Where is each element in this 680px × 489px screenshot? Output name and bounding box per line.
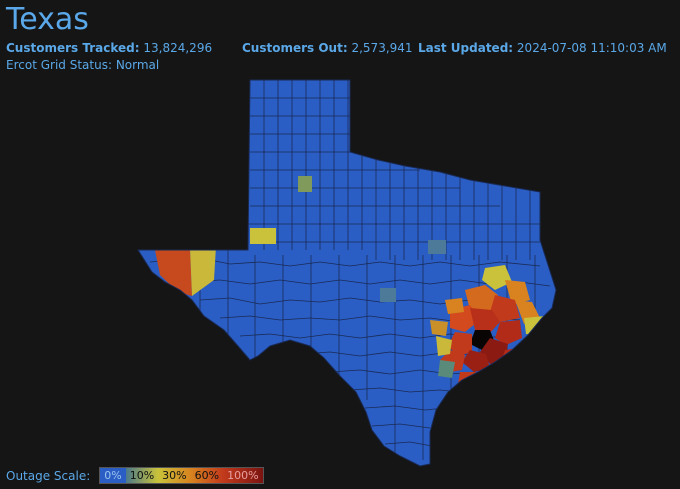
legend-stop-0: 0% <box>100 468 126 483</box>
legend-stop-100: 100% <box>223 468 263 483</box>
county-outage[interactable] <box>470 308 500 335</box>
last-updated-label: Last Updated: <box>418 41 514 55</box>
county-outage[interactable] <box>490 295 520 322</box>
county-outage[interactable] <box>438 360 455 378</box>
outage-legend: Outage Scale: 0% 10% 30% 60% 100% <box>6 467 264 484</box>
county-outage[interactable] <box>428 240 446 254</box>
customers-tracked-value: 13,824,296 <box>143 41 213 55</box>
county-outage[interactable] <box>495 320 522 345</box>
county-outage[interactable] <box>445 298 464 314</box>
customers-tracked: Customers Tracked: 13,824,296 <box>6 41 212 55</box>
customers-out-label: Customers Out: <box>242 41 348 55</box>
county-outage[interactable] <box>505 280 530 305</box>
county-outage[interactable] <box>448 332 472 356</box>
grid-status: Ercot Grid Status: Normal <box>6 58 159 72</box>
county-outage[interactable] <box>155 248 192 296</box>
county-layer <box>137 79 557 467</box>
county-outage[interactable] <box>380 288 396 302</box>
legend-label: Outage Scale: <box>6 468 91 483</box>
legend-stop-10: 10% <box>125 468 159 483</box>
county-outage[interactable] <box>482 265 512 290</box>
county-outage[interactable] <box>436 336 452 356</box>
last-updated: Last Updated: 2024-07-08 11:10:03 AM <box>418 41 667 55</box>
customers-out: Customers Out: 2,573,941 <box>242 41 413 55</box>
county-outage[interactable] <box>250 228 276 244</box>
last-updated-value: 2024-07-08 11:10:03 AM <box>516 41 667 55</box>
county-outage[interactable] <box>190 246 216 296</box>
county-outage[interactable] <box>465 285 498 310</box>
customers-out-value: 2,573,941 <box>351 41 413 55</box>
legend-stop-30: 30% <box>158 468 191 483</box>
grid-status-label: Ercot Grid Status: <box>6 58 112 72</box>
customers-tracked-label: Customers Tracked: <box>6 41 140 55</box>
legend-stop-60: 60% <box>190 468 224 483</box>
county-outage[interactable] <box>430 320 448 336</box>
page-title: Texas <box>6 2 89 37</box>
county-outage[interactable] <box>298 176 312 192</box>
county-outage[interactable] <box>462 350 490 372</box>
grid-status-value: Normal <box>115 58 160 72</box>
legend-scale: 0% 10% 30% 60% 100% <box>99 467 264 484</box>
